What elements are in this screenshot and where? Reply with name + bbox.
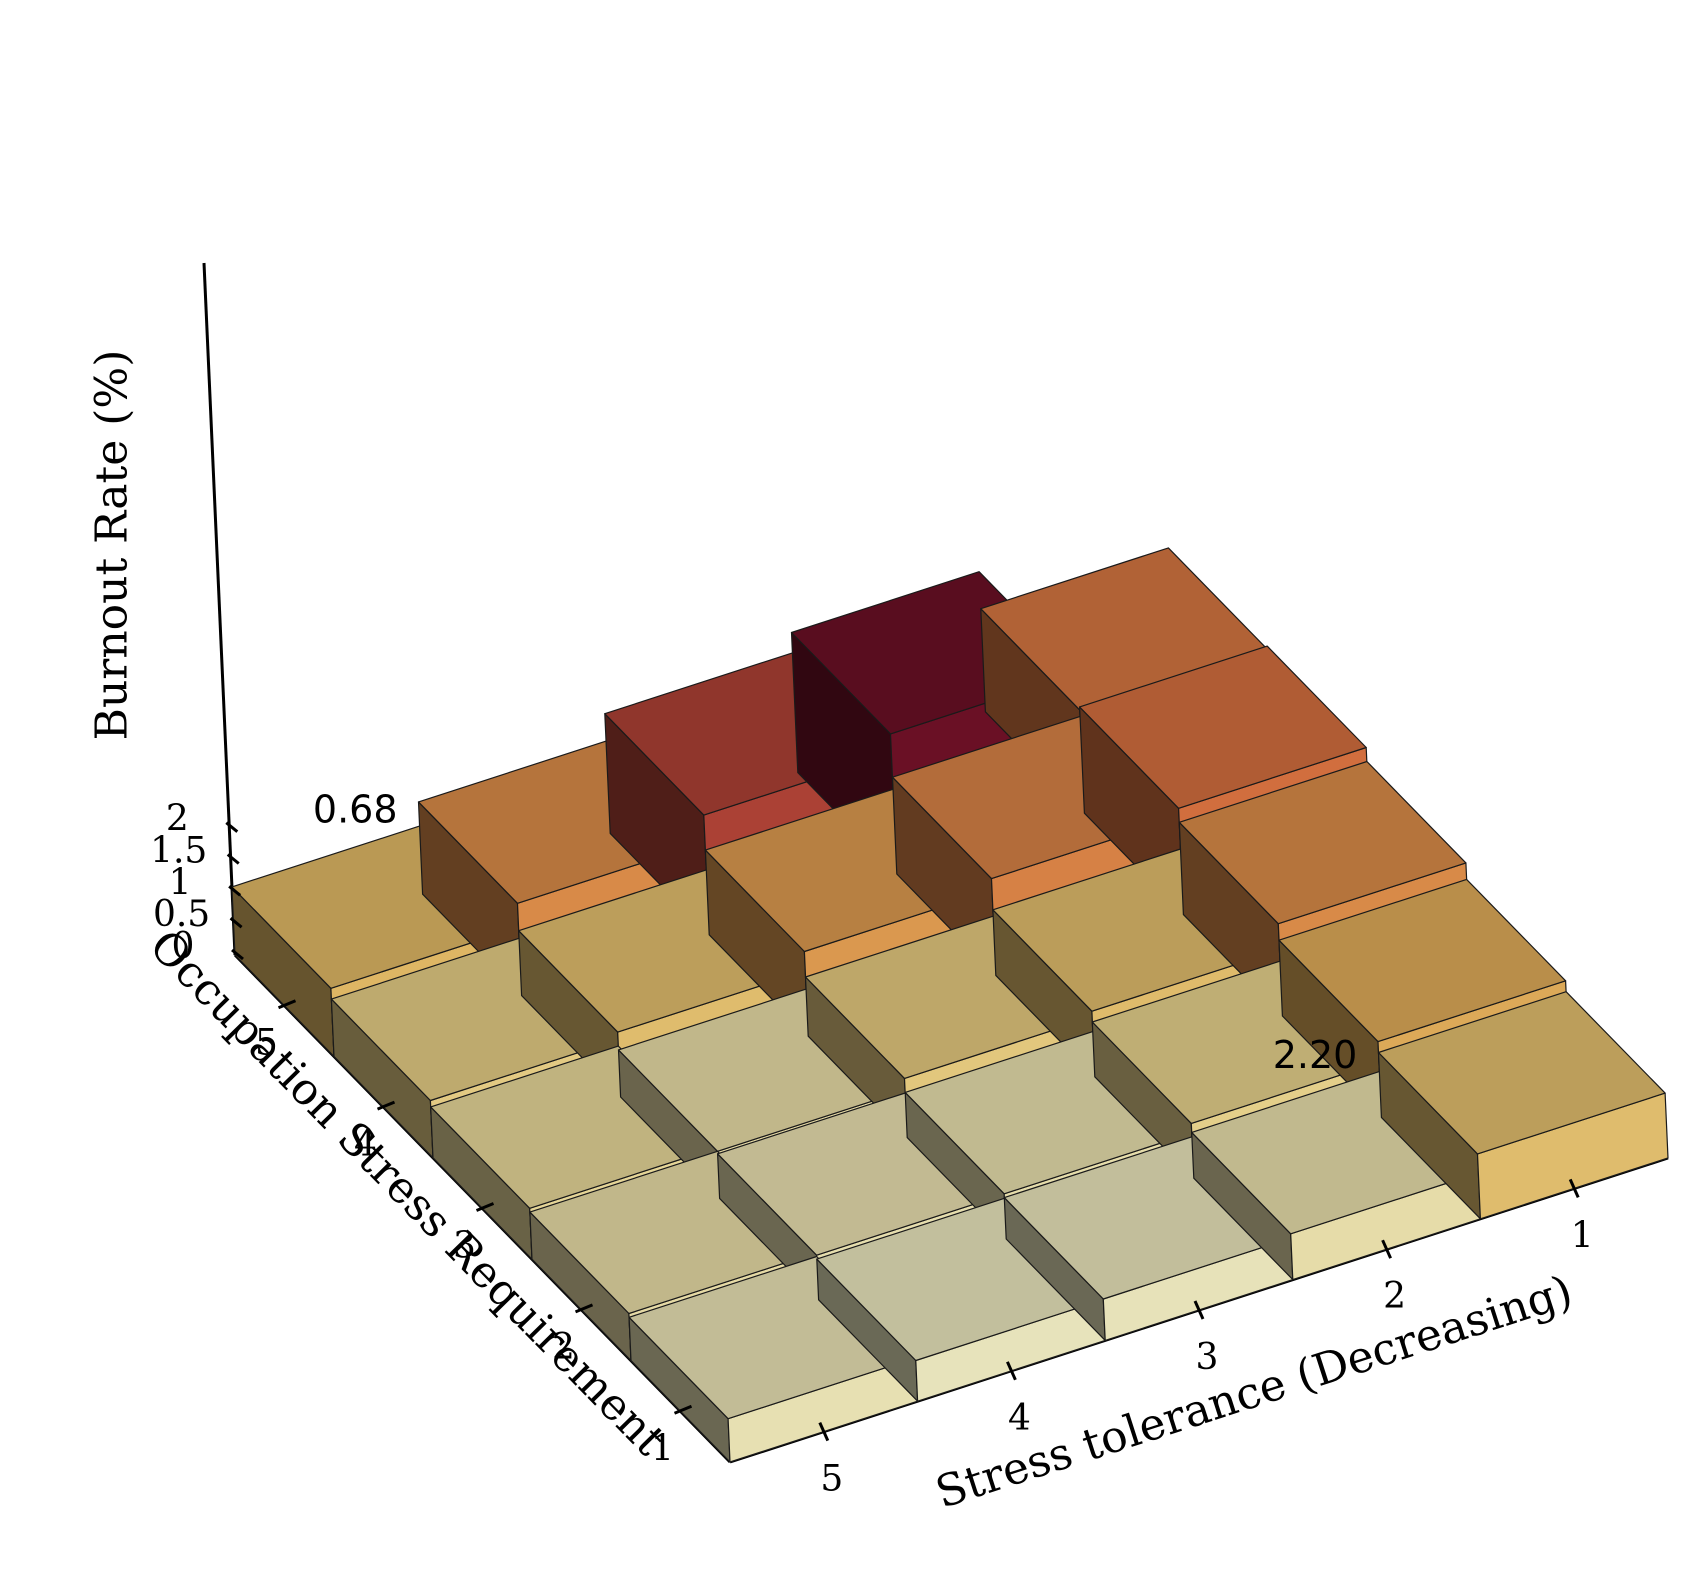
value-annotation: 2.20 bbox=[1273, 1033, 1358, 1077]
x-tick bbox=[1568, 1178, 1580, 1199]
y-tick-label: 2 bbox=[552, 1327, 575, 1368]
bar-face-top bbox=[1178, 760, 1467, 925]
z-tick-label: 2 bbox=[166, 799, 189, 840]
x-tick bbox=[1193, 1300, 1205, 1320]
z-tick bbox=[231, 948, 244, 961]
bar-face-top bbox=[1377, 991, 1666, 1155]
z-tick bbox=[229, 917, 243, 929]
value-annotation: 0.68 bbox=[313, 788, 398, 832]
y-tick-label: 4 bbox=[354, 1124, 377, 1165]
z-tick-label: 1 bbox=[169, 862, 192, 903]
bars-layer bbox=[231, 547, 1669, 1463]
x-tick-label: 5 bbox=[820, 1459, 843, 1500]
x-tick-label: 4 bbox=[1008, 1398, 1031, 1439]
z-tick bbox=[228, 885, 242, 897]
y-tick bbox=[574, 1303, 594, 1314]
z-tick-label: 0.5 bbox=[153, 894, 210, 935]
y-tick-label: 5 bbox=[255, 1023, 278, 1064]
bar-face-top bbox=[1278, 878, 1567, 1043]
bar-x1-y1 bbox=[1377, 991, 1669, 1220]
y-tick bbox=[376, 1100, 396, 1111]
x-tick-label: 1 bbox=[1571, 1215, 1594, 1256]
y-tick bbox=[475, 1202, 495, 1212]
z-tick-label: 1.5 bbox=[150, 831, 207, 872]
y-tick bbox=[277, 999, 297, 1010]
annotations-layer: 0.68 2.20 bbox=[313, 788, 1357, 1077]
x-tick-label: 2 bbox=[1383, 1276, 1406, 1317]
y-tick-label: 3 bbox=[453, 1226, 476, 1267]
x-tick bbox=[1381, 1239, 1392, 1259]
z-tick bbox=[225, 821, 239, 833]
z-tick-label: 0 bbox=[172, 926, 195, 967]
z-axis-title: Burnout Rate (%) bbox=[87, 350, 138, 741]
x-tick bbox=[818, 1421, 830, 1442]
x-tick bbox=[1006, 1361, 1017, 1381]
y-tick bbox=[673, 1404, 693, 1415]
z-axis-line bbox=[202, 262, 237, 956]
bar-face-top bbox=[1078, 645, 1367, 809]
z-tick bbox=[226, 853, 240, 865]
y-tick-label: 1 bbox=[651, 1428, 674, 1469]
x-tick-label: 3 bbox=[1196, 1337, 1219, 1378]
